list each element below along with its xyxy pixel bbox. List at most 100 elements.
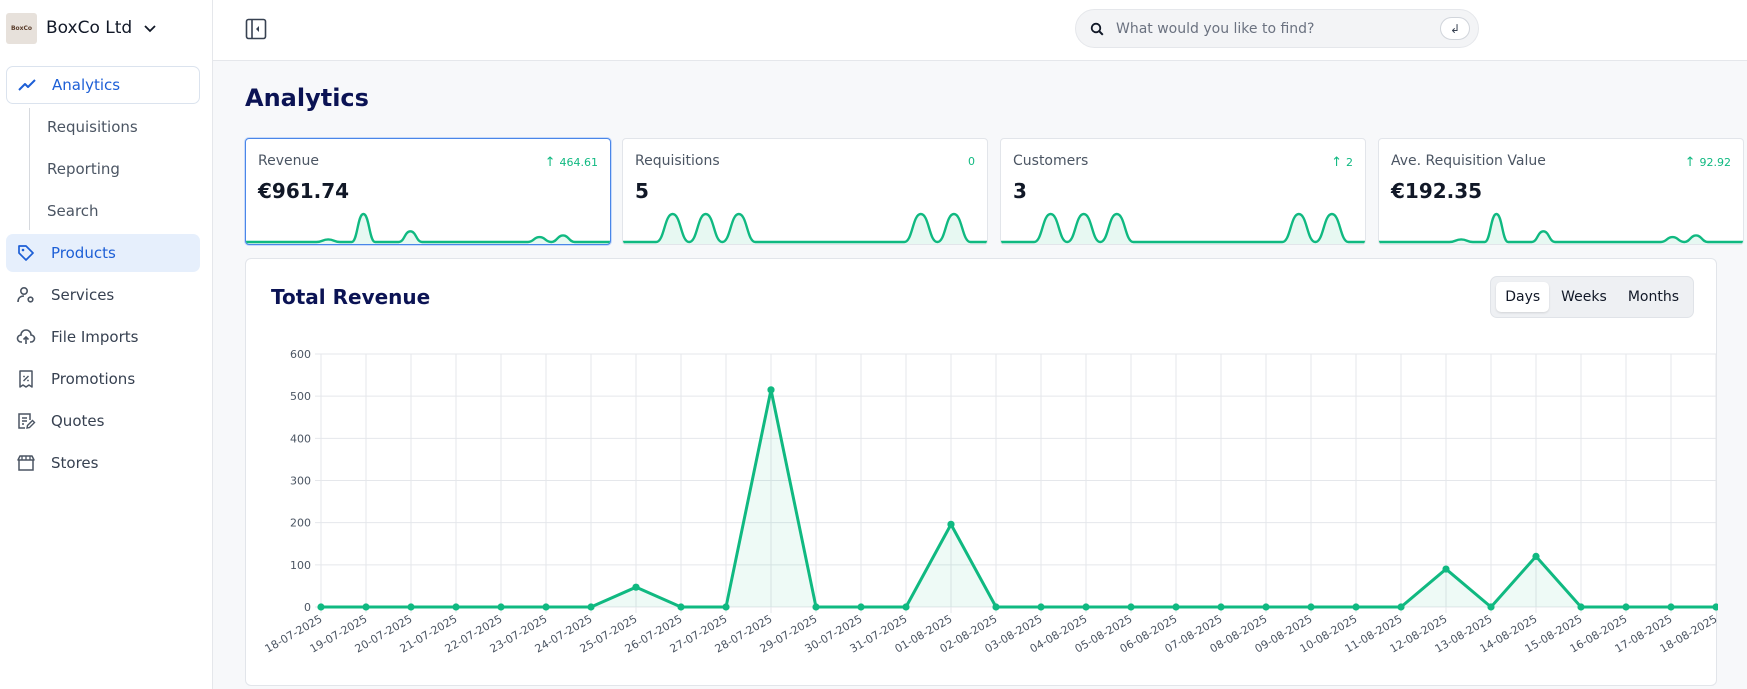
data-point[interactable]	[677, 603, 685, 611]
revenue-line-chart: 010020030040050060018-07-202519-07-20252…	[263, 348, 1718, 656]
kpi-delta: ↑ 464.61	[545, 155, 598, 170]
data-point[interactable]	[947, 520, 955, 528]
range-weeks-button[interactable]: Weeks	[1561, 289, 1607, 305]
data-point[interactable]	[407, 603, 415, 611]
data-point[interactable]	[1712, 603, 1718, 611]
page-title: Analytics	[245, 84, 369, 112]
sidebar: BoxCo BoxCo Ltd Analytics Requisitions R…	[0, 0, 213, 689]
sidebar-item-stores[interactable]: Stores	[6, 444, 200, 482]
org-logo: BoxCo	[6, 12, 37, 44]
data-point[interactable]	[452, 603, 460, 611]
kpi-delta-value: 92.92	[1699, 156, 1732, 169]
sidebar-item-products[interactable]: Products	[6, 234, 200, 272]
trend-line-icon	[16, 74, 38, 96]
sparkline-line	[1001, 212, 1365, 244]
data-point[interactable]	[587, 603, 595, 611]
sparkline	[623, 212, 987, 244]
range-months-button[interactable]: Months	[1627, 289, 1679, 305]
arrow-up-icon: ↑	[1684, 155, 1696, 170]
data-point[interactable]	[992, 603, 1000, 611]
data-point[interactable]	[1577, 603, 1585, 611]
data-point[interactable]	[1352, 603, 1360, 611]
kpi-card-customers[interactable]: Customers ↑ 2 3	[1000, 138, 1366, 245]
kpi-delta-value: 2	[1346, 156, 1353, 169]
sparkline	[1001, 212, 1365, 244]
series-area	[321, 389, 1716, 607]
kpi-card-ave-requisition-value[interactable]: Ave. Requisition Value ↑ 92.92 €192.35	[1378, 138, 1744, 245]
sidebar-item-promotions[interactable]: Promotions	[6, 360, 200, 398]
sidebar-item-file-imports[interactable]: File Imports	[6, 318, 200, 356]
search-bar[interactable]: ↲	[1075, 9, 1479, 48]
series-line	[321, 388, 1716, 609]
arrow-up-icon: ↑	[1331, 155, 1342, 170]
y-tick-label: 0	[304, 601, 311, 614]
kpi-value: €192.35	[1391, 179, 1483, 203]
org-name: BoxCo Ltd	[46, 18, 133, 38]
sparkline-area	[1001, 214, 1365, 244]
data-point[interactable]	[1667, 603, 1675, 611]
receipt-percent-icon	[15, 368, 37, 390]
tag-icon	[15, 242, 37, 264]
cloud-upload-icon	[15, 326, 37, 348]
panel-title: Total Revenue	[271, 285, 431, 309]
data-point[interactable]	[812, 603, 820, 611]
data-point[interactable]	[1397, 603, 1405, 611]
kpi-card-requisitions[interactable]: Requisitions 0 5	[622, 138, 988, 245]
y-tick-label: 100	[290, 559, 311, 572]
data-point[interactable]	[1487, 603, 1495, 611]
kpi-value: €961.74	[258, 179, 350, 203]
y-tick-label: 300	[290, 475, 311, 488]
sidebar-item-reporting[interactable]: Reporting	[47, 160, 120, 178]
data-point[interactable]	[1172, 603, 1180, 611]
data-point[interactable]	[857, 603, 865, 611]
kpi-delta-value: 464.61	[559, 156, 599, 169]
sidebar-item-services[interactable]: Services	[6, 276, 200, 314]
data-point[interactable]	[632, 583, 640, 591]
sidebar-item-label: File Imports	[51, 328, 139, 346]
storefront-icon	[15, 452, 37, 474]
data-point[interactable]	[1082, 603, 1090, 611]
top-bar: ↲	[213, 0, 1747, 61]
sidebar-item-analytics[interactable]: Analytics	[6, 66, 200, 104]
kpi-cards: Revenue ↑ 464.61 €961.74 Requisitions 0 5…	[245, 138, 1744, 246]
data-point[interactable]	[767, 386, 775, 394]
sparkline	[1379, 212, 1743, 244]
search-input[interactable]	[1116, 20, 1436, 37]
kpi-value: 5	[635, 179, 649, 203]
sidebar-item-label: Stores	[51, 454, 99, 472]
y-tick-label: 500	[290, 390, 311, 403]
data-point[interactable]	[1532, 552, 1540, 560]
sparkline-line	[623, 212, 987, 244]
data-point[interactable]	[362, 603, 370, 611]
sidebar-item-label: Quotes	[51, 412, 105, 430]
y-tick-label: 200	[290, 517, 311, 530]
document-pen-icon	[15, 410, 37, 432]
sidebar-item-quotes[interactable]: Quotes	[6, 402, 200, 440]
data-point[interactable]	[542, 603, 550, 611]
data-point[interactable]	[1127, 603, 1135, 611]
y-tick-label: 600	[290, 348, 311, 361]
org-switcher[interactable]: BoxCo BoxCo Ltd	[6, 11, 158, 45]
sidebar-item-search[interactable]: Search	[47, 202, 99, 220]
kpi-card-revenue[interactable]: Revenue ↑ 464.61 €961.74	[245, 138, 611, 245]
range-days-button[interactable]: Days	[1496, 282, 1550, 312]
kpi-label: Ave. Requisition Value	[1391, 153, 1546, 169]
sparkline	[246, 212, 610, 244]
data-point[interactable]	[1217, 603, 1225, 611]
data-point[interactable]	[317, 603, 325, 611]
data-point[interactable]	[1037, 603, 1045, 611]
data-point[interactable]	[497, 603, 505, 611]
data-point[interactable]	[722, 603, 730, 611]
sidebar-item-requisitions[interactable]: Requisitions	[47, 118, 138, 136]
data-point[interactable]	[1307, 603, 1315, 611]
data-point[interactable]	[902, 603, 910, 611]
arrow-up-icon: ↑	[544, 155, 556, 170]
kpi-delta: ↑ 2	[1331, 155, 1353, 170]
data-point[interactable]	[1622, 603, 1630, 611]
data-point[interactable]	[1442, 565, 1450, 573]
analytics-subnav: Requisitions Reporting Search	[29, 108, 200, 230]
chevron-down-icon	[144, 25, 156, 33]
sidebar-toggle-icon[interactable]	[245, 18, 267, 40]
enter-key-icon[interactable]: ↲	[1440, 17, 1470, 40]
data-point[interactable]	[1262, 603, 1270, 611]
